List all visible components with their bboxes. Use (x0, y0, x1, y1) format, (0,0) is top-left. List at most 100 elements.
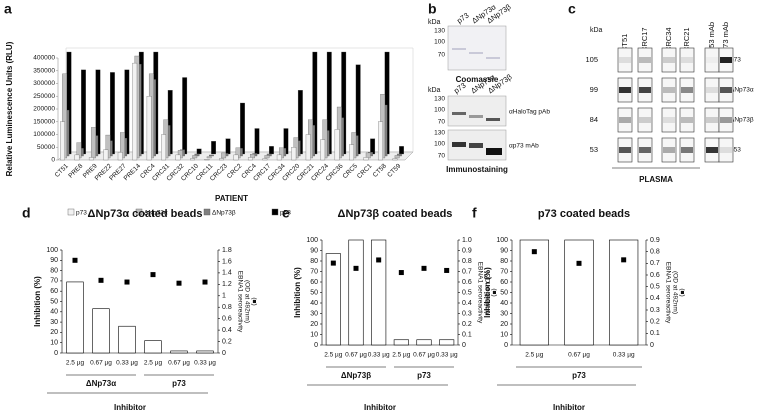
band (452, 112, 466, 115)
y-axis-title: Relative Luminescence Units (RLU) (5, 41, 14, 176)
band (706, 147, 718, 153)
x-tick-label: CT59 (386, 162, 402, 178)
band (619, 117, 631, 123)
y-tick-label: 30 (50, 319, 58, 326)
y-tick-label: 150000 (33, 118, 55, 125)
bar (60, 121, 65, 161)
band (720, 117, 732, 123)
bar (262, 158, 268, 161)
y2-tick-label: 0 (650, 342, 654, 349)
group-label: p73 (417, 371, 431, 380)
panel-label: d (22, 205, 31, 221)
legend-swatch (135, 208, 143, 216)
y2-tick-label: 0.6 (462, 279, 472, 286)
x-tick-label: 0.67 µg (568, 352, 590, 359)
x-tick-label: 2.5 µg (144, 360, 163, 367)
x-axis-title: Inhibitor (553, 403, 585, 412)
x-tick-label: 0.67 µg (168, 360, 190, 367)
band (706, 117, 718, 123)
y-tick-label: 70 (50, 278, 58, 285)
band (720, 147, 732, 153)
y2-tick-label: 1 (222, 293, 226, 300)
bar (211, 141, 217, 155)
bar (240, 102, 245, 155)
row-label: p53 (730, 147, 741, 154)
group-label: p73 (572, 371, 586, 380)
point (421, 265, 427, 271)
marker: 70 (438, 52, 446, 59)
bar (349, 144, 354, 161)
panel-label: e (282, 205, 290, 221)
column-label: p53 mAb (707, 22, 716, 52)
y-tick-label: 100000 (33, 131, 55, 138)
y2-tick-label: 0.8 (462, 258, 472, 265)
bar (305, 134, 311, 161)
bar (334, 129, 340, 161)
x-tick-label: CRC5 (342, 162, 360, 180)
chart-title: p73 coated beads (538, 208, 630, 220)
x-tick-label: 2.5 µg (324, 352, 343, 359)
bar (247, 157, 253, 161)
y-tick-label: 10 (50, 340, 58, 347)
caption: PLASMA (639, 175, 673, 184)
marker: 70 (438, 119, 446, 126)
y-tick-label: 80 (310, 258, 318, 265)
bar (264, 155, 270, 159)
y2-tick-label: 0.3 (462, 310, 472, 317)
bar (144, 340, 162, 354)
y-tick-label: 400000 (33, 55, 55, 62)
chart-title: ΔNp73β coated beads (338, 208, 453, 220)
legend-label: p73 (76, 210, 87, 217)
x-tick-label: 0.33 µg (194, 360, 216, 367)
panel-label: b (428, 1, 437, 17)
y2-tick-label: 0.2 (462, 321, 472, 328)
bar (370, 138, 376, 155)
bar (196, 148, 202, 155)
marker: 130 (434, 28, 445, 35)
y-tick-label: 40 (50, 309, 58, 316)
marker: 100 (434, 107, 445, 114)
group-label: ΔNp73α (86, 379, 116, 388)
blot-b: b kDa p73 ΔNp73α ΔNp73β 130 100 70 Cooma… (428, 1, 550, 174)
bar (132, 62, 138, 161)
group-label: ΔNp73β (341, 371, 371, 380)
bar (204, 159, 210, 161)
y2-axis-title: (OD at 492nm) (483, 271, 490, 314)
band (619, 87, 631, 93)
y2-tick-label: 1.4 (222, 270, 232, 277)
point (72, 257, 78, 263)
kda-marker: 105 (585, 55, 598, 64)
bar (254, 128, 260, 155)
blot-c: c kDa PLASMA CT51 CRC17 CRC34 CRC21 p53 mAb p… (568, 1, 754, 184)
bar (393, 339, 409, 346)
band (452, 142, 466, 147)
band (486, 118, 500, 121)
y2-tick-label: 0.9 (462, 247, 472, 254)
y-tick-label: 100 (306, 237, 318, 244)
band (486, 148, 502, 155)
bar (161, 134, 167, 161)
x-tick-label: 2.5 µg (392, 352, 411, 359)
bar (371, 239, 387, 346)
bar (146, 96, 152, 161)
marker: 70 (438, 153, 446, 160)
y-tick-label: 300000 (33, 80, 55, 87)
bar (221, 152, 227, 159)
bar (609, 239, 639, 346)
y2-tick-label: 1.2 (222, 281, 232, 288)
bar (192, 155, 198, 159)
antibody-label: αHaloTag pAb (509, 109, 550, 116)
x-tick-label: 2.5 µg (525, 352, 544, 359)
y-tick-label: 40 (500, 300, 508, 307)
legend-label: p53 (280, 210, 291, 217)
bar (320, 139, 326, 161)
bar (365, 152, 371, 159)
kda-marker: 84 (590, 115, 598, 124)
y2-tick-label: 0.6 (222, 316, 232, 323)
point (353, 265, 359, 271)
band (619, 147, 631, 153)
legend-label: ΔNp73α (144, 210, 168, 217)
y2-axis-title: (■) (678, 288, 685, 296)
point (398, 270, 404, 276)
y2-tick-label: 0.7 (462, 268, 472, 275)
